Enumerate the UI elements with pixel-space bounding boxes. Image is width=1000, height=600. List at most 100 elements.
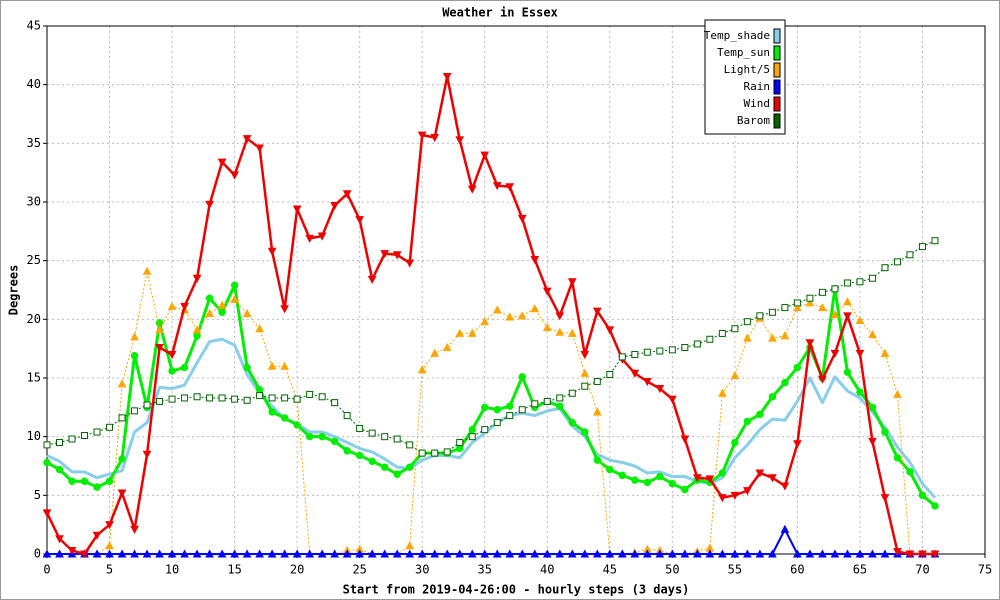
point — [593, 456, 601, 464]
point — [881, 264, 889, 272]
point — [267, 361, 277, 370]
point — [80, 477, 89, 485]
point — [267, 549, 277, 558]
point — [542, 549, 552, 558]
y-tick-label: 0 — [34, 547, 41, 561]
point — [68, 435, 76, 443]
series-line — [46, 337, 937, 499]
point — [205, 308, 214, 317]
point — [130, 332, 139, 341]
x-tick-label: 25 — [352, 563, 366, 577]
point — [430, 549, 440, 558]
point — [467, 549, 477, 558]
point — [405, 463, 414, 471]
point — [255, 386, 264, 394]
point — [793, 549, 802, 558]
x-tick-label: 35 — [478, 563, 492, 577]
point — [417, 549, 427, 558]
point — [830, 549, 840, 558]
point — [731, 325, 739, 333]
point — [605, 326, 615, 335]
point — [880, 549, 890, 558]
point — [505, 549, 515, 558]
point — [805, 339, 815, 348]
point — [393, 470, 401, 478]
point — [117, 489, 127, 498]
legend-label: Light/5 — [724, 63, 770, 76]
point — [392, 251, 402, 260]
x-tick-label: 60 — [790, 563, 804, 577]
point — [168, 367, 176, 375]
point — [317, 549, 327, 558]
point — [355, 216, 365, 225]
point — [317, 232, 327, 241]
point — [555, 549, 565, 558]
point — [192, 325, 202, 334]
point — [167, 351, 177, 360]
point — [442, 72, 452, 82]
point — [505, 183, 515, 192]
point — [105, 549, 114, 558]
point — [168, 395, 176, 403]
point — [768, 549, 777, 558]
point — [142, 266, 152, 275]
point — [881, 428, 889, 436]
point — [442, 342, 452, 351]
point — [367, 549, 377, 558]
point — [455, 136, 465, 145]
point — [567, 278, 577, 287]
point — [693, 549, 702, 558]
point — [768, 393, 777, 401]
point — [117, 379, 127, 388]
point — [306, 390, 314, 398]
point — [630, 369, 640, 378]
point — [743, 318, 751, 326]
point — [831, 285, 839, 293]
point — [42, 509, 52, 518]
legend-label: Rain — [744, 80, 771, 93]
point — [130, 525, 139, 534]
point — [680, 549, 690, 558]
point — [67, 546, 77, 556]
point — [55, 535, 64, 544]
point — [218, 308, 226, 316]
point — [655, 549, 665, 558]
point — [743, 549, 752, 558]
y-tick-label: 20 — [27, 312, 41, 326]
point — [493, 405, 501, 414]
point — [243, 396, 251, 404]
point — [356, 424, 364, 432]
y-tick-label: 10 — [27, 429, 41, 443]
point — [856, 278, 864, 286]
point — [180, 549, 189, 558]
point — [518, 406, 526, 414]
point — [56, 439, 64, 447]
point — [506, 412, 514, 420]
point — [480, 549, 490, 558]
point — [355, 549, 365, 558]
point — [843, 279, 851, 287]
point — [156, 397, 164, 405]
point — [631, 476, 639, 484]
point — [893, 258, 901, 266]
point — [392, 549, 402, 558]
point — [592, 307, 602, 316]
point — [230, 281, 239, 290]
point — [467, 185, 477, 194]
x-tick-label: 20 — [290, 563, 304, 577]
point — [492, 182, 502, 191]
point — [668, 346, 676, 354]
point — [793, 299, 801, 307]
point — [318, 432, 326, 441]
legend-swatch — [773, 96, 781, 112]
point — [217, 549, 227, 558]
point — [206, 394, 214, 402]
point — [643, 478, 652, 487]
point — [605, 549, 615, 558]
point — [193, 332, 201, 340]
point — [55, 465, 64, 474]
point — [818, 288, 826, 296]
point — [480, 317, 490, 326]
point — [443, 448, 451, 456]
